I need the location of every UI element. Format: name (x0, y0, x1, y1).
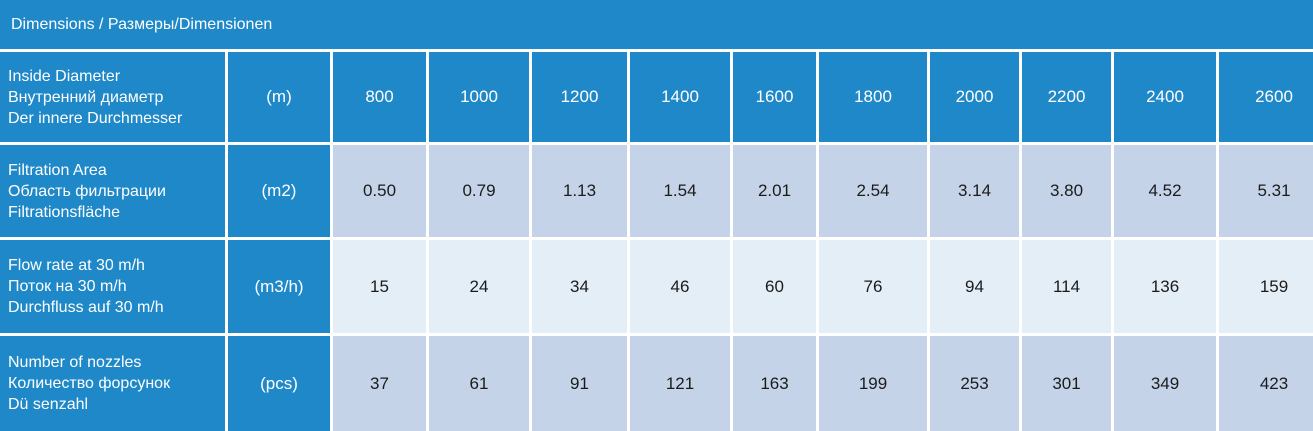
table-row-inside-diameter: Inside Diameter Внутренний диаметр Der inn… (0, 52, 1313, 145)
table-cell: 2000 (930, 52, 1022, 145)
table-cell: 301 (1022, 336, 1114, 431)
table-cell: 37 (333, 336, 429, 431)
row-label-line: Количество форсунок (8, 375, 171, 392)
table-row-filtration-area: Filtration Area Область фильтрации Filtrat… (0, 145, 1313, 240)
table-title: Dimensions / Размеры/Dimensionen (0, 0, 1313, 49)
table-cell: 159 (1219, 240, 1313, 336)
table-cell: 349 (1114, 336, 1219, 431)
table-cell: 5.31 (1219, 145, 1313, 240)
table-cell: 1000 (429, 52, 532, 145)
row-label-flow-rate: Flow rate at 30 m/h Поток на 30 m/h Durchf… (0, 240, 228, 336)
table-cell: 46 (630, 240, 733, 336)
row-label-line: Der innere Durchmesser (8, 109, 183, 127)
table-cell: 1.54 (630, 145, 733, 240)
row-label-filtration-area: Filtration Area Область фильтрации Filtrat… (0, 145, 228, 240)
row-label-line: Область фильтрации (8, 182, 166, 200)
table-title-text: Dimensions / Размеры/Dimensionen (11, 15, 273, 33)
table-cell: 800 (333, 52, 429, 145)
row-label-line: Filtration Area (8, 161, 107, 179)
table-cell: 423 (1219, 336, 1313, 431)
table-cell: 0.79 (429, 145, 532, 240)
table-cell: 3.14 (930, 145, 1022, 240)
table-cell: 0.50 (333, 145, 429, 240)
dimensions-table: Inside Diameter Внутренний диаметр Der inn… (0, 52, 1313, 431)
table-cell: 2.01 (733, 145, 819, 240)
table-cell: 94 (930, 240, 1022, 336)
table-cell: 163 (733, 336, 819, 431)
table-cell: 1600 (733, 52, 819, 145)
row-label-line: Flow rate at 30 m/h (8, 257, 145, 274)
row-unit: (m3/h) (228, 240, 333, 336)
table-cell: 1.13 (532, 145, 630, 240)
row-label-inside-diameter: Inside Diameter Внутренний диаметр Der inn… (0, 52, 228, 145)
row-label-line: Filtrationsfläche (8, 203, 121, 221)
row-unit: (m) (228, 52, 333, 145)
table-cell: 24 (429, 240, 532, 336)
row-label-line: Dü senzahl (8, 396, 89, 413)
row-unit: (m2) (228, 145, 333, 240)
table-row-nozzle-count: Number of nozzles Количество форсунок Dü s… (0, 336, 1313, 431)
table-cell: 1800 (819, 52, 930, 145)
table-cell: 4.52 (1114, 145, 1219, 240)
row-label-line: Durchfluss auf 30 m/h (8, 299, 164, 316)
table-cell: 61 (429, 336, 532, 431)
table-cell: 34 (532, 240, 630, 336)
table-cell: 1400 (630, 52, 733, 145)
row-label-line: Внутренний диаметр (8, 88, 164, 106)
table-cell: 3.80 (1022, 145, 1114, 240)
row-label-line: Number of nozzles (8, 354, 142, 371)
table-cell: 60 (733, 240, 819, 336)
table-cell: 121 (630, 336, 733, 431)
table-cell: 76 (819, 240, 930, 336)
table-row-flow-rate: Flow rate at 30 m/h Поток на 30 m/h Durchf… (0, 240, 1313, 336)
table-cell: 136 (1114, 240, 1219, 336)
row-unit: (pcs) (228, 336, 333, 431)
table-cell: 2600 (1219, 52, 1313, 145)
table-cell: 1200 (532, 52, 630, 145)
table-cell: 2.54 (819, 145, 930, 240)
table-cell: 15 (333, 240, 429, 336)
table-cell: 2400 (1114, 52, 1219, 145)
row-label-nozzle-count: Number of nozzles Количество форсунок Dü s… (0, 336, 228, 431)
table-cell: 91 (532, 336, 630, 431)
table-cell: 253 (930, 336, 1022, 431)
row-label-line: Inside Diameter (8, 67, 121, 85)
table-cell: 114 (1022, 240, 1114, 336)
table-cell: 199 (819, 336, 930, 431)
table-cell: 2200 (1022, 52, 1114, 145)
row-label-line: Поток на 30 m/h (8, 278, 127, 295)
